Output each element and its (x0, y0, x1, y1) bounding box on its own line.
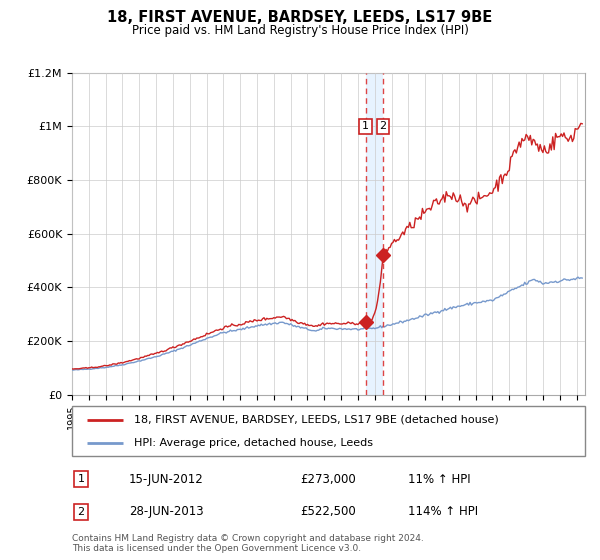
Text: HPI: Average price, detached house, Leeds: HPI: Average price, detached house, Leed… (134, 438, 373, 448)
Text: 18, FIRST AVENUE, BARDSEY, LEEDS, LS17 9BE: 18, FIRST AVENUE, BARDSEY, LEEDS, LS17 9… (107, 10, 493, 25)
Text: 11% ↑ HPI: 11% ↑ HPI (408, 473, 470, 486)
Text: Contains HM Land Registry data © Crown copyright and database right 2024.
This d: Contains HM Land Registry data © Crown c… (72, 534, 424, 553)
Text: 114% ↑ HPI: 114% ↑ HPI (408, 505, 478, 519)
Text: 2: 2 (77, 507, 85, 517)
Text: Price paid vs. HM Land Registry's House Price Index (HPI): Price paid vs. HM Land Registry's House … (131, 24, 469, 37)
Text: 2: 2 (380, 122, 386, 132)
Text: 1: 1 (77, 474, 85, 484)
Text: 15-JUN-2012: 15-JUN-2012 (129, 473, 204, 486)
Text: £273,000: £273,000 (300, 473, 356, 486)
Text: 1: 1 (362, 122, 369, 132)
Text: 28-JUN-2013: 28-JUN-2013 (129, 505, 203, 519)
Bar (365, 73, 383, 395)
Text: 18, FIRST AVENUE, BARDSEY, LEEDS, LS17 9BE (detached house): 18, FIRST AVENUE, BARDSEY, LEEDS, LS17 9… (134, 414, 499, 424)
Text: £522,500: £522,500 (300, 505, 356, 519)
